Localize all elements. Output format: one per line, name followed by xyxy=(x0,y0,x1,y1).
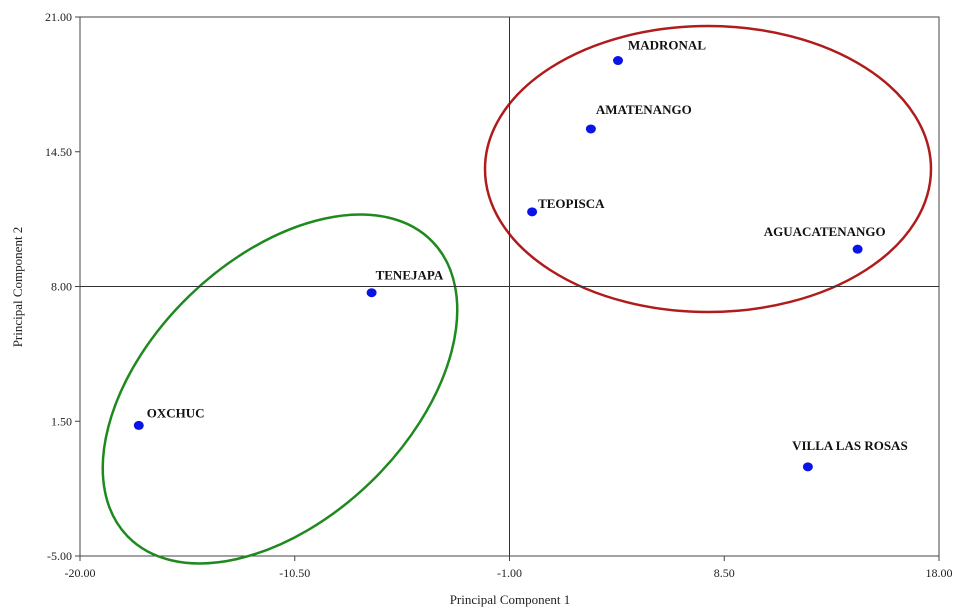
data-point xyxy=(585,124,596,134)
point-label: AGUACATENANGO xyxy=(764,224,886,239)
data-point xyxy=(852,244,863,254)
point-label: MADRONAL xyxy=(628,38,706,53)
y-tick-label: 1.50 xyxy=(51,414,72,428)
cluster-ellipses xyxy=(101,24,933,565)
x-axis-title: Principal Component 1 xyxy=(450,592,571,607)
red-cluster-ellipse xyxy=(483,24,933,314)
y-tick-label: 8.00 xyxy=(51,280,72,294)
green-cluster-ellipse xyxy=(101,213,459,565)
x-tick-label: -1.00 xyxy=(497,566,522,580)
y-tick-label: -5.00 xyxy=(47,549,72,563)
reference-lines xyxy=(80,17,939,556)
x-axis-ticks: -20.00 -10.50 -1.00 8.50 18.00 xyxy=(65,556,953,580)
point-label: OXCHUC xyxy=(147,405,205,420)
x-tick-label: 18.00 xyxy=(926,566,953,580)
data-point xyxy=(133,420,144,430)
y-tick-label: 21.00 xyxy=(45,10,72,24)
point-label: TENEJAPA xyxy=(376,268,444,283)
x-tick-label: 8.50 xyxy=(714,566,735,580)
x-tick-label: -20.00 xyxy=(65,566,96,580)
data-point xyxy=(366,288,377,298)
x-tick-label: -10.50 xyxy=(279,566,310,580)
y-axis-ticks: 21.00 14.50 8.00 1.50 -5.00 xyxy=(45,10,80,563)
data-point xyxy=(527,207,538,217)
point-label: TEOPISCA xyxy=(538,196,605,211)
point-label: AMATENANGO xyxy=(596,102,692,117)
point-label: VILLA LAS ROSAS xyxy=(792,438,908,453)
data-point xyxy=(613,56,624,66)
data-point xyxy=(802,462,813,472)
y-axis-title: Principal Component 2 xyxy=(10,227,25,348)
data-points: MADRONAL AMATENANGO TEOPISCA AGUACATENANGO T… xyxy=(133,38,908,472)
y-tick-label: 14.50 xyxy=(45,145,72,159)
